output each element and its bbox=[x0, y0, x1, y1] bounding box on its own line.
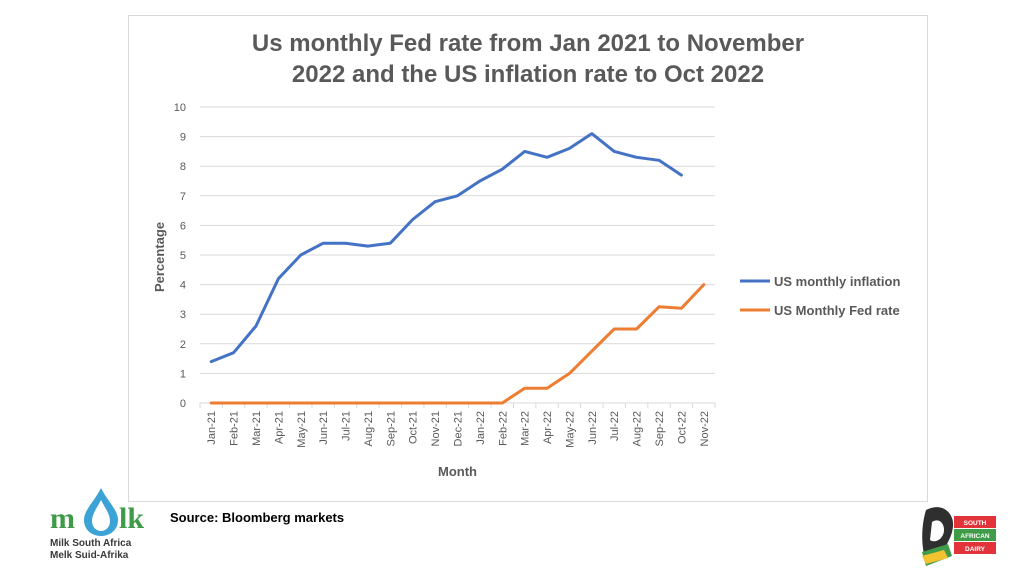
x-tick-label-Aug-22: Aug-22 bbox=[632, 411, 644, 446]
x-tick-label-Jan-22: Jan-22 bbox=[475, 411, 487, 445]
y-tick-label-4: 4 bbox=[180, 280, 186, 292]
y-axis-title: Percentage bbox=[152, 222, 167, 292]
y-tick-label-9: 9 bbox=[180, 132, 186, 144]
milk-sa-logo: m lk Milk South Africa Melk Suid-Afrika bbox=[46, 484, 156, 564]
caption-line-1: Milk South Africa bbox=[50, 538, 132, 549]
milk-sa-caption: Milk South Africa Melk Suid-Afrika bbox=[50, 538, 131, 562]
y-tick-label-5: 5 bbox=[180, 250, 186, 262]
series-line-us-monthly-inflation bbox=[209, 132, 683, 364]
y-tick-label-0: 0 bbox=[180, 398, 186, 410]
y-tick-label-1: 1 bbox=[180, 368, 186, 380]
dairy-label-south: SOUTH bbox=[964, 520, 987, 527]
x-tick-label-Aug-21: Aug-21 bbox=[363, 411, 375, 446]
x-tick-label-Apr-21: Apr-21 bbox=[273, 411, 285, 444]
chart-title-line-1: Us monthly Fed rate from Jan 2021 to Nov… bbox=[251, 30, 805, 57]
x-tick-label-May-21: May-21 bbox=[296, 411, 308, 448]
y-tick-label-2: 2 bbox=[180, 339, 186, 351]
dairy-label-dairy: DAIRY bbox=[965, 546, 986, 553]
x-tick-label-Jul-21: Jul-21 bbox=[341, 411, 353, 441]
x-tick-label-Mar-22: Mar-22 bbox=[520, 411, 532, 446]
dairy-cow-icon: SOUTH AFRICAN DAIRY bbox=[922, 507, 996, 566]
x-tick-label-Feb-22: Feb-22 bbox=[497, 411, 509, 446]
x-tick-label-Oct-21: Oct-21 bbox=[408, 411, 420, 444]
y-tick-label-3: 3 bbox=[180, 309, 186, 321]
x-tick-label-Nov-21: Nov-21 bbox=[430, 411, 442, 446]
legend-entry-0: US monthly inflation bbox=[774, 274, 900, 289]
y-tick-label-7: 7 bbox=[180, 191, 186, 203]
x-tick-label-Dec-21: Dec-21 bbox=[453, 411, 465, 446]
y-tick-label-10: 10 bbox=[174, 102, 186, 114]
x-tick-label-Jun-21: Jun-21 bbox=[318, 411, 330, 445]
x-tick-label-Feb-21: Feb-21 bbox=[229, 411, 241, 446]
x-tick-label-Nov-22: Nov-22 bbox=[699, 411, 711, 446]
logo-mark-m: m bbox=[50, 502, 75, 535]
milk-drop-icon: m lk bbox=[50, 488, 144, 536]
logo-mark-lk: lk bbox=[119, 502, 144, 535]
y-tick-label-6: 6 bbox=[180, 220, 186, 232]
chart-title-line-2: 2022 and the US inflation rate to Oct 20… bbox=[291, 61, 765, 88]
x-tick-label-May-22: May-22 bbox=[564, 411, 576, 448]
x-tick-label-Oct-22: Oct-22 bbox=[676, 411, 688, 444]
x-tick-label-Sep-21: Sep-21 bbox=[385, 411, 397, 446]
legend-entry-1: US Monthly Fed rate bbox=[774, 303, 900, 318]
y-tick-label-8: 8 bbox=[180, 161, 186, 173]
x-tick-label-Apr-22: Apr-22 bbox=[542, 411, 554, 444]
dairy-label-african: AFRICAN bbox=[960, 533, 990, 540]
caption-line-2: Melk Suid-Afrika bbox=[50, 550, 129, 561]
chart-title: Us monthly Fed rate from Jan 2021 to Nov… bbox=[128, 28, 928, 90]
x-axis-title: Month bbox=[438, 464, 477, 479]
x-tick-label-Jul-22: Jul-22 bbox=[609, 411, 621, 441]
x-tick-label-Mar-21: Mar-21 bbox=[251, 411, 263, 446]
x-tick-label-Jan-21: Jan-21 bbox=[206, 411, 218, 445]
source-note: Source: Bloomberg markets bbox=[170, 510, 345, 525]
x-tick-label-Sep-22: Sep-22 bbox=[654, 411, 666, 446]
chart-frame bbox=[128, 15, 928, 502]
south-african-dairy-logo: SOUTH AFRICAN DAIRY bbox=[918, 500, 998, 570]
x-tick-label-Jun-22: Jun-22 bbox=[587, 411, 599, 445]
